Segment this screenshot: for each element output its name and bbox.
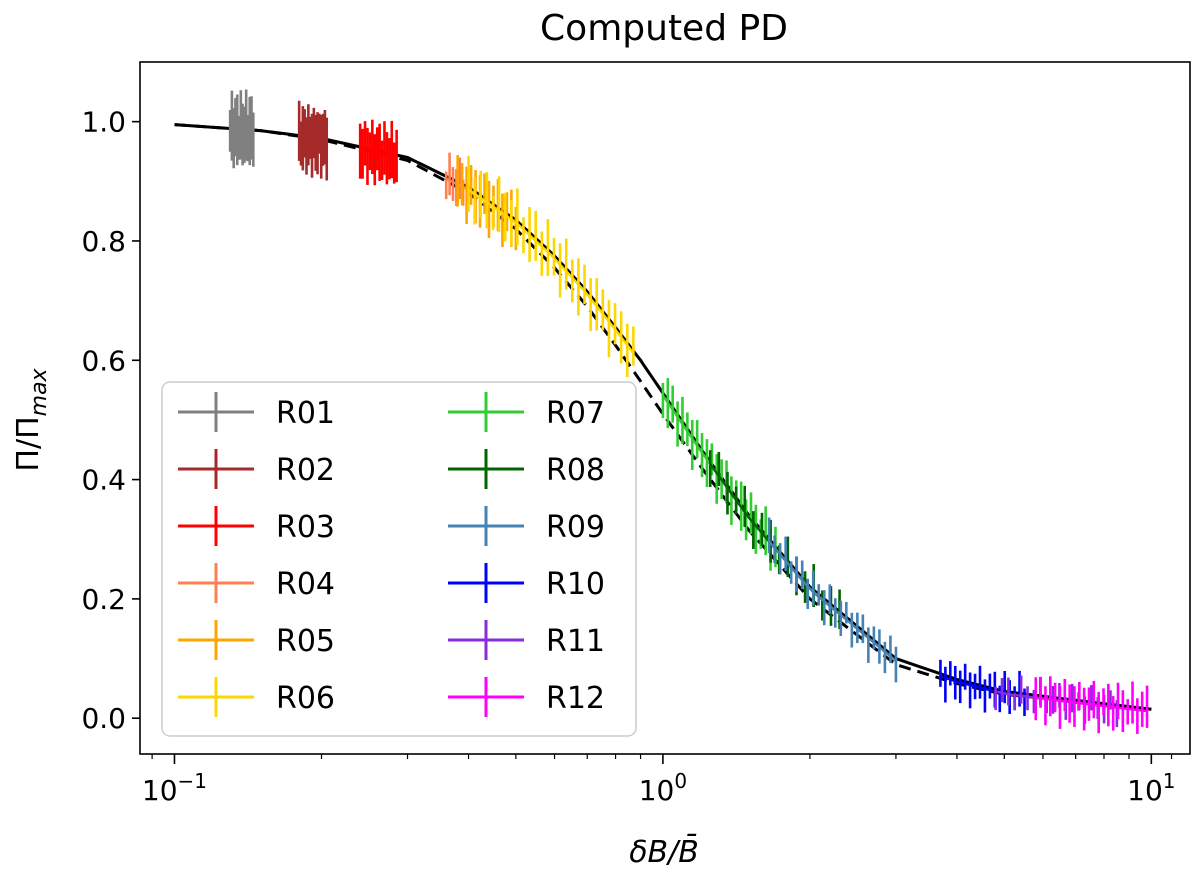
error-bars: [228, 89, 1149, 734]
series-r12: [1034, 676, 1149, 734]
y-tick-label: 1.0: [81, 106, 126, 139]
legend-label: R03: [276, 510, 335, 545]
x-tick-label: 10−1: [142, 769, 207, 807]
legend-label: R04: [276, 567, 335, 602]
legend-item-r03: R03: [178, 506, 335, 546]
series-line-r12: [1035, 696, 1148, 713]
legend: R01 R02 R03 R04 R05 R06 R07 R08 R09 R10 R11 R12: [161, 381, 637, 737]
legend-item-r05: R05: [178, 620, 335, 660]
model-curve-dashed: [174, 123, 1152, 711]
legend-label: R09: [546, 510, 605, 545]
y-axis-label-group: Π/Πmax: [11, 367, 52, 471]
legend-item-r10: R10: [448, 563, 605, 603]
series-r06: [467, 155, 635, 378]
legend-item-r07: R07: [448, 392, 605, 432]
model-curves: [174, 123, 1152, 711]
x-tick-label: 101: [1127, 769, 1175, 807]
model-curve-solid: [174, 123, 1152, 711]
y-tick-label: 0.2: [81, 583, 126, 616]
legend-item-r01: R01: [178, 392, 335, 432]
y-tick-label: 0.4: [81, 464, 126, 497]
legend-label: R07: [546, 396, 605, 431]
series-line-r09: [768, 540, 897, 662]
legend-label: R11: [546, 624, 605, 659]
x-axis-label: δB/B̄: [629, 834, 699, 870]
series-r02: [297, 100, 329, 181]
series-r03: [358, 119, 398, 186]
legend-item-r12: R12: [448, 677, 605, 717]
series-r01: [228, 89, 255, 169]
legend-label: R10: [546, 567, 605, 602]
legend-label: R01: [276, 396, 335, 431]
x-axis: 10−1 100 101: [142, 754, 1176, 807]
legend-item-r04: R04: [178, 563, 335, 603]
y-tick-label: 0.6: [81, 344, 126, 377]
series-line-r06: [467, 188, 635, 354]
legend-item-r02: R02: [178, 449, 335, 489]
legend-label: R06: [276, 681, 335, 716]
legend-item-r08: R08: [448, 449, 605, 489]
legend-item-r11: R11: [448, 620, 605, 660]
legend-label: R12: [546, 681, 605, 716]
y-axis: 0.0 0.2 0.4 0.6 0.8 1.0: [81, 106, 140, 735]
legend-item-r09: R09: [448, 506, 605, 546]
series-r09: [767, 517, 898, 683]
legend-item-r06: R06: [178, 677, 335, 717]
y-tick-label: 0.0: [81, 702, 126, 735]
series-line-r01: [230, 129, 254, 134]
legend-label: R05: [276, 624, 335, 659]
series-r10: [939, 659, 1026, 717]
series-line-r03: [359, 148, 397, 159]
series-line-r02: [299, 136, 327, 144]
y-axis-label: Π/Πmax: [11, 367, 52, 471]
y-tick-label: 0.8: [81, 225, 126, 258]
legend-label: R02: [276, 453, 335, 488]
x-tick-label: 100: [639, 769, 687, 807]
chart-title: Computed PD: [540, 8, 788, 49]
legend-label: R08: [546, 453, 605, 488]
